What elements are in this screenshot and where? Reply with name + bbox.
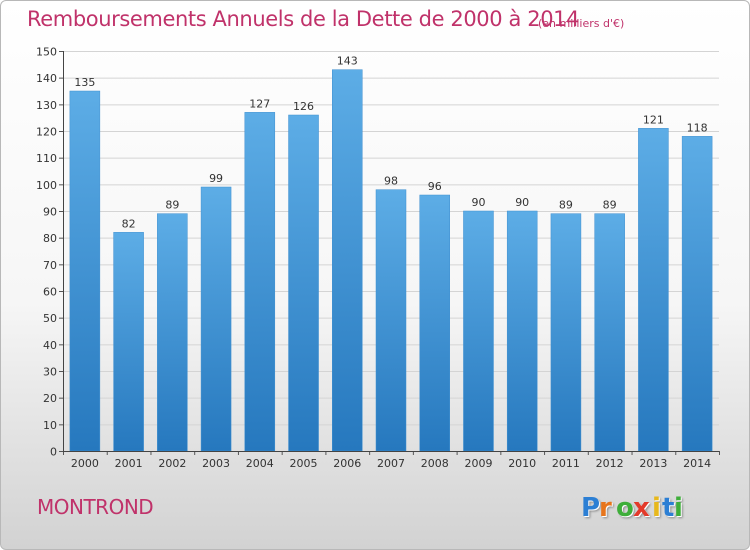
logo-letter: t: [662, 493, 675, 523]
data-label: 98: [384, 175, 398, 188]
bar: [69, 90, 101, 452]
bar: [419, 194, 450, 452]
data-label: 99: [209, 172, 223, 185]
y-tick-label: 140: [36, 72, 57, 85]
bar: [638, 128, 669, 452]
data-label: 89: [165, 199, 179, 212]
y-tick-label: 80: [43, 232, 57, 245]
data-label: 127: [249, 97, 270, 110]
data-label: 90: [515, 196, 529, 209]
bar: [157, 213, 188, 452]
x-tick-label: 2001: [115, 457, 143, 470]
bar: [506, 210, 538, 452]
x-tick-label: 2004: [246, 457, 274, 470]
y-tick-label: 20: [43, 392, 57, 405]
bar: [113, 232, 144, 452]
data-label: 96: [428, 180, 442, 193]
bar: [550, 213, 582, 452]
x-tick-label: 2007: [377, 457, 405, 470]
y-tick-label: 30: [43, 366, 57, 379]
y-tick-label: 70: [43, 259, 57, 272]
data-label: 82: [122, 217, 136, 230]
x-tick-label: 2012: [596, 457, 624, 470]
logo-letter: x: [633, 493, 650, 523]
y-tick-label: 40: [43, 339, 57, 352]
bar: [594, 213, 625, 452]
logo-letter: i: [674, 493, 683, 523]
x-tick-label: 2013: [639, 457, 667, 470]
y-tick-label: 10: [43, 419, 57, 432]
commune-name: MONTROND: [37, 495, 154, 519]
logo-letter: P: [581, 493, 601, 523]
y-tick-label: 60: [43, 286, 57, 299]
x-tick-label: 2002: [158, 457, 186, 470]
bar: [463, 210, 494, 452]
bar: [244, 112, 276, 452]
logo-letter: i: [652, 493, 661, 523]
data-label: 89: [603, 199, 617, 212]
chart-title: Remboursements Annuels de la Dette de 20…: [27, 7, 580, 31]
x-tick-label: 2011: [552, 457, 580, 470]
data-label: 126: [293, 100, 314, 113]
x-tick-label: 2008: [421, 457, 449, 470]
y-tick-label: 90: [43, 206, 57, 219]
data-label: 135: [74, 76, 95, 89]
x-tick-label: 2014: [683, 457, 711, 470]
x-tick-label: 2005: [290, 457, 318, 470]
x-tick-label: 2009: [464, 457, 492, 470]
bar: [332, 69, 363, 452]
labels: 0 10 20 30 40 50 60 70 80 90 100 110 120 130 140 150 135…: [36, 46, 711, 471]
x-tick-label: 2003: [202, 457, 230, 470]
y-tick-label: 100: [36, 179, 57, 192]
bars: [69, 69, 713, 452]
y-tick-label: 50: [43, 312, 57, 325]
data-label: 90: [471, 196, 485, 209]
y-tick-label: 110: [36, 152, 57, 165]
y-tick-label: 0: [50, 446, 57, 459]
bar: [288, 114, 319, 452]
logo-letter: r: [599, 493, 612, 523]
data-label: 118: [687, 121, 708, 134]
bar: [200, 186, 232, 452]
y-tick-label: 130: [36, 99, 57, 112]
logo-letter: o: [616, 493, 634, 523]
unit-note: (en milliers d'€): [538, 17, 625, 30]
x-tick-label: 2000: [71, 457, 99, 470]
bar: [375, 189, 407, 452]
axes: [59, 51, 720, 455]
x-tick-label: 2006: [333, 457, 361, 470]
bar: [681, 136, 713, 452]
x-tick-label: 2010: [508, 457, 536, 470]
y-tick-label: 120: [36, 126, 57, 139]
data-label: 121: [643, 113, 664, 126]
data-label: 143: [337, 55, 358, 68]
data-label: 89: [559, 199, 573, 212]
y-tick-label: 150: [36, 46, 57, 59]
